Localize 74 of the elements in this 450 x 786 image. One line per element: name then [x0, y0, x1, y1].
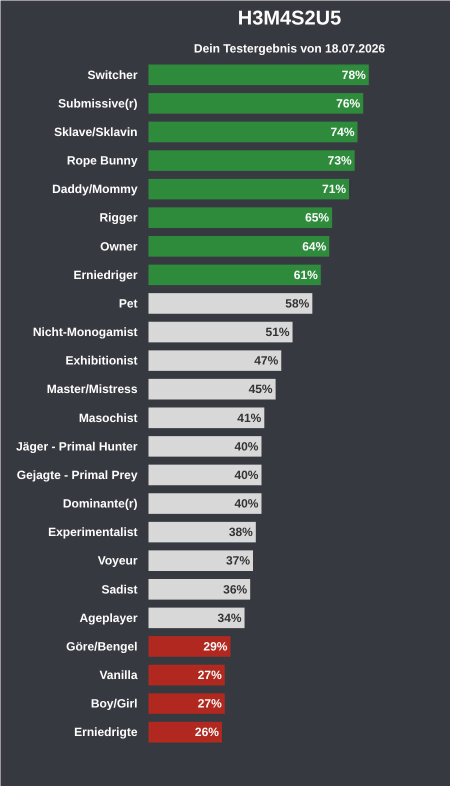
bar — [148, 408, 264, 428]
bar — [148, 522, 256, 542]
y-tick-label: Master/Mistress — [46, 382, 138, 396]
bar — [148, 93, 364, 114]
bar — [148, 64, 369, 86]
data-label: 76% — [336, 96, 360, 110]
bar — [148, 236, 330, 257]
bar — [148, 378, 276, 400]
bar — [148, 350, 282, 371]
y-tick-label: Nicht-Monogamist — [32, 325, 138, 340]
data-label: 37% — [226, 554, 250, 568]
y-tick-label: Erniedrigte — [74, 725, 138, 740]
bar — [148, 322, 293, 342]
y-tick-label: Göre/Bengel — [66, 639, 138, 654]
y-tick-label: Jäger - Primal Hunter — [16, 439, 138, 454]
bar — [148, 150, 355, 171]
bar — [148, 579, 250, 600]
y-tick-label: Submissive(r) — [58, 96, 138, 110]
data-label: 61% — [294, 268, 318, 282]
y-tick-label: Rigger — [99, 210, 138, 225]
data-label: 36% — [223, 582, 248, 596]
y-tick-label: Experimentalist — [48, 525, 138, 540]
data-label: 65% — [305, 210, 330, 225]
y-tick-label: Rope Bunny — [66, 154, 138, 168]
bar — [148, 722, 222, 742]
y-tick-label: Boy/Girl — [90, 696, 138, 711]
data-label: 41% — [237, 410, 262, 425]
data-label: 26% — [194, 725, 220, 740]
y-tick-label: Dominante(r) — [62, 496, 138, 511]
bar — [148, 264, 321, 286]
y-tick-label: Sadist — [101, 582, 138, 596]
data-label: 71% — [322, 182, 346, 196]
y-tick-label: Sklave/Sklavin — [54, 124, 138, 139]
chart-subtitle: Dein Testergebnis von 18.07.2026 — [194, 42, 386, 56]
bar — [148, 636, 230, 657]
data-label: 73% — [328, 154, 352, 168]
bar — [148, 464, 262, 486]
data-label: 58% — [285, 296, 310, 310]
data-label: 40% — [234, 496, 259, 511]
data-label: 40% — [234, 439, 259, 454]
data-label: 45% — [248, 382, 273, 396]
y-tick-label: Erniedriger — [73, 268, 138, 282]
data-label: 29% — [203, 639, 228, 654]
data-label: 38% — [228, 525, 254, 540]
data-label: 27% — [198, 668, 222, 682]
data-label: 40% — [234, 468, 259, 482]
y-tick-label: Vanilla — [99, 668, 138, 682]
data-label: 74% — [330, 124, 355, 139]
bar — [148, 122, 358, 142]
y-tick-label: Gejagte - Primal Prey — [16, 468, 138, 482]
data-label: 78% — [342, 68, 366, 82]
y-tick-label: Owner — [100, 239, 138, 254]
bar — [148, 608, 245, 628]
y-tick-label: Ageplayer — [79, 610, 138, 625]
data-label: 51% — [266, 325, 290, 340]
bar — [148, 178, 350, 200]
data-label: 47% — [254, 354, 279, 368]
bar — [148, 693, 225, 714]
bar — [148, 664, 225, 686]
y-tick-label: Masochist — [78, 410, 138, 425]
bar — [148, 493, 262, 514]
bar — [148, 207, 332, 228]
chart-title: H3M4S2U5 — [238, 8, 342, 30]
y-tick-label: Switcher — [87, 68, 138, 82]
y-tick-label: Exhibitionist — [66, 354, 138, 368]
data-label: 34% — [218, 610, 242, 625]
data-label: 27% — [198, 696, 222, 711]
data-label: 64% — [302, 239, 327, 254]
y-tick-label: Voyeur — [98, 554, 138, 568]
y-tick-label: Daddy/Mommy — [52, 182, 138, 196]
bar — [148, 436, 262, 457]
y-tick-label: Pet — [118, 296, 138, 310]
bar — [148, 550, 254, 571]
bar — [148, 293, 312, 314]
